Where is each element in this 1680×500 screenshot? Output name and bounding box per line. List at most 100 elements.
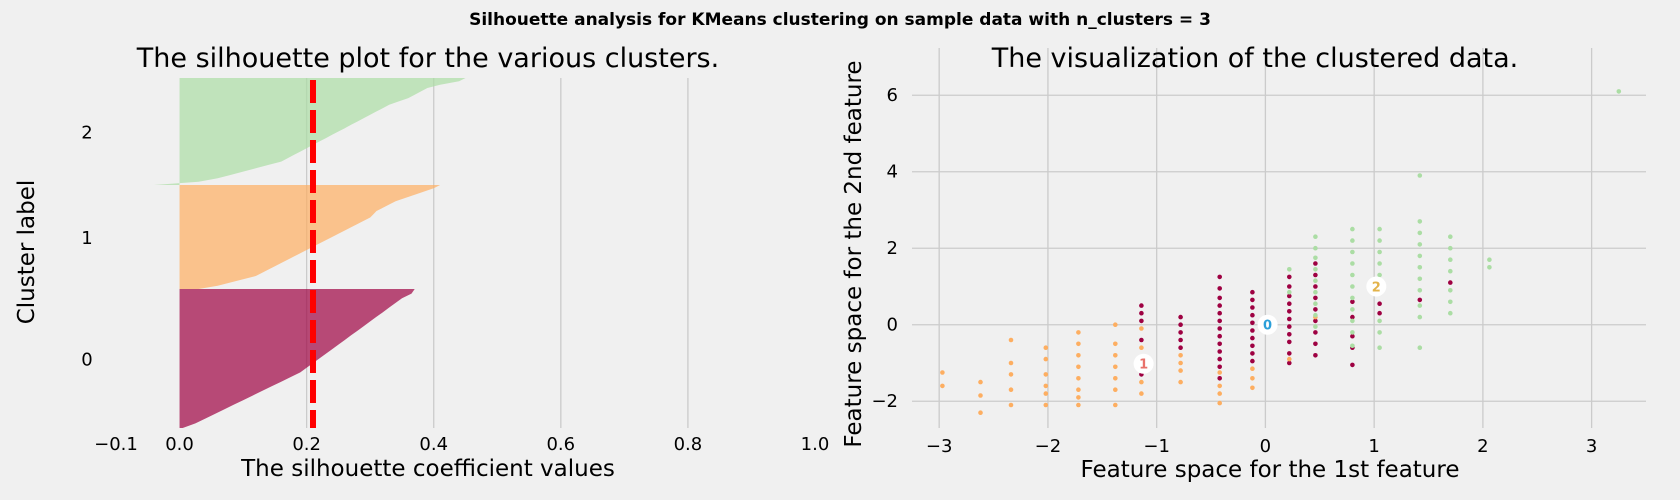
scatter-point-cluster-2 — [1313, 312, 1318, 318]
scatter-point-cluster-0 — [1250, 328, 1255, 333]
cluster-labels: 0 1 2 — [81, 123, 92, 371]
scatter-point-cluster-1 — [1043, 356, 1049, 362]
scatter-point-cluster-1 — [1043, 383, 1049, 389]
scatter-point-cluster-1 — [1008, 360, 1014, 366]
scatter-point-cluster-1 — [1217, 383, 1222, 389]
scatter-point-cluster-0 — [1350, 362, 1355, 368]
scatter-point-cluster-2 — [1350, 307, 1355, 312]
silhouette-gridlines — [305, 78, 689, 428]
scatter-point-cluster-2 — [1350, 330, 1355, 335]
scatter-point-cluster-2 — [1350, 295, 1355, 301]
scatter-point-cluster-0 — [1313, 353, 1318, 358]
scatter-point-cluster-0 — [1217, 274, 1222, 280]
scatter-point-cluster-0 — [1287, 339, 1292, 345]
scatter-point-cluster-0 — [1217, 326, 1222, 331]
cluster-label: 1 — [81, 228, 92, 249]
silhouette-bands — [154, 78, 466, 428]
scatter-point-cluster-2 — [1350, 261, 1355, 266]
scatter-point-cluster-1 — [1217, 370, 1222, 375]
scatter-point-cluster-0 — [1287, 316, 1292, 322]
scatter-y-tick: 0 — [887, 315, 898, 336]
scatter-point-cluster-2 — [1350, 284, 1355, 289]
scatter-point-cluster-1 — [1076, 364, 1081, 370]
scatter-point-cluster-0 — [1417, 297, 1423, 303]
scatter-point-cluster-1 — [1076, 402, 1081, 408]
scatter-point-cluster-2 — [1350, 249, 1355, 255]
scatter-point-cluster-1 — [1113, 387, 1118, 393]
scatter-point-cluster-1 — [1008, 402, 1014, 408]
scatter-point-cluster-2 — [1313, 278, 1318, 284]
silhouette-x-tick: −0.1 — [94, 434, 138, 455]
cluster-center-label: 0 — [1263, 319, 1272, 334]
scatter-point-cluster-0 — [1313, 307, 1318, 312]
scatter-point-cluster-2 — [1377, 226, 1382, 232]
silhouette-x-axis-label: The silhouette coefficient values — [240, 456, 615, 482]
scatter-point-cluster-1 — [1008, 337, 1014, 343]
scatter-point-cluster-0 — [1350, 314, 1355, 320]
scatter-point-cluster-0 — [1313, 284, 1318, 289]
scatter-point-cluster-0 — [1287, 351, 1292, 356]
scatter-point-cluster-0 — [1350, 333, 1355, 339]
cluster-center-marker — [1257, 314, 1278, 335]
scatter-point-cluster-2 — [1417, 303, 1423, 308]
scatter-point-cluster-0 — [1250, 358, 1255, 364]
scatter-x-ticks: −3 −2 −1 0 1 2 3 — [926, 436, 1597, 457]
scatter-point-cluster-2 — [1417, 219, 1423, 224]
scatter-point-cluster-0 — [1250, 335, 1255, 341]
scatter-point-cluster-0 — [1178, 330, 1183, 335]
scatter-point-cluster-2 — [1377, 345, 1382, 351]
scatter-point-cluster-0 — [1287, 324, 1292, 329]
scatter-point-cluster-1 — [1113, 376, 1118, 381]
scatter-point-cluster-0 — [1350, 299, 1355, 305]
scatter-point-cluster-2 — [1448, 234, 1453, 239]
scatter-point-cluster-1 — [1076, 341, 1081, 347]
scatter-point-cluster-0 — [1313, 330, 1318, 335]
scatter-point-cluster-1 — [1076, 330, 1081, 335]
scatter-x-tick: −1 — [1143, 436, 1170, 457]
cluster-center-marker — [1366, 276, 1387, 297]
scatter-point-cluster-2 — [1350, 238, 1355, 243]
silhouette-x-tick: 0.4 — [419, 434, 448, 455]
scatter-point-cluster-0 — [1287, 293, 1292, 299]
scatter-x-tick: −3 — [926, 436, 953, 457]
scatter-point-cluster-0 — [1217, 286, 1222, 291]
scatter-point-cluster-2 — [1377, 272, 1382, 278]
scatter-point-cluster-0 — [1313, 272, 1318, 278]
scatter-point-cluster-1 — [1043, 391, 1049, 396]
scatter-point-cluster-2 — [1377, 261, 1382, 266]
scatter-point-cluster-0 — [1178, 322, 1183, 328]
scatter-point-cluster-1 — [1113, 341, 1118, 347]
cluster-center-label: 1 — [1139, 358, 1148, 373]
scatter-point-cluster-2 — [1417, 276, 1423, 282]
scatter-point-cluster-2 — [1417, 242, 1423, 247]
scatter-point-cluster-0 — [1287, 309, 1292, 314]
figure-suptitle: Silhouette analysis for KMeans clusterin… — [469, 10, 1211, 30]
scatter-point-cluster-0 — [1217, 295, 1222, 301]
scatter-point-cluster-2 — [1417, 253, 1423, 259]
scatter-point-cluster-0 — [1217, 376, 1222, 381]
scatter-point-cluster-1 — [1043, 372, 1049, 377]
scatter-point-cluster-0 — [1287, 284, 1292, 289]
silhouette-band-cluster-1 — [179, 185, 441, 289]
scatter-point-cluster-2 — [1417, 265, 1423, 270]
scatter-point-cluster-2 — [1487, 257, 1492, 263]
scatter-point-cluster-1 — [1008, 372, 1014, 377]
scatter-point-cluster-1 — [1076, 353, 1081, 358]
scatter-point-cluster-1 — [1217, 391, 1222, 396]
scatter-point-cluster-1 — [1139, 345, 1144, 351]
scatter-x-tick: 1 — [1368, 436, 1379, 457]
scatter-point-cluster-0 — [1313, 318, 1318, 324]
scatter-point-cluster-2 — [1377, 318, 1382, 324]
scatter-point-cluster-2 — [1377, 238, 1382, 243]
scatter-point-cluster-0 — [1139, 337, 1144, 343]
scatter-point-cluster-1 — [1250, 366, 1255, 372]
scatter-point-cluster-1 — [1113, 353, 1118, 358]
scatter-point-cluster-2 — [1313, 301, 1318, 307]
scatter-point-cluster-0 — [1217, 341, 1222, 347]
scatter-point-cluster-2 — [1448, 299, 1453, 305]
scatter-point-cluster-1 — [940, 383, 945, 389]
scatter-point-cluster-0 — [1250, 305, 1255, 310]
scatter-point-cluster-1 — [1178, 353, 1183, 358]
scatter-point-cluster-0 — [1217, 318, 1222, 324]
scatter-point-cluster-2 — [1448, 245, 1453, 251]
